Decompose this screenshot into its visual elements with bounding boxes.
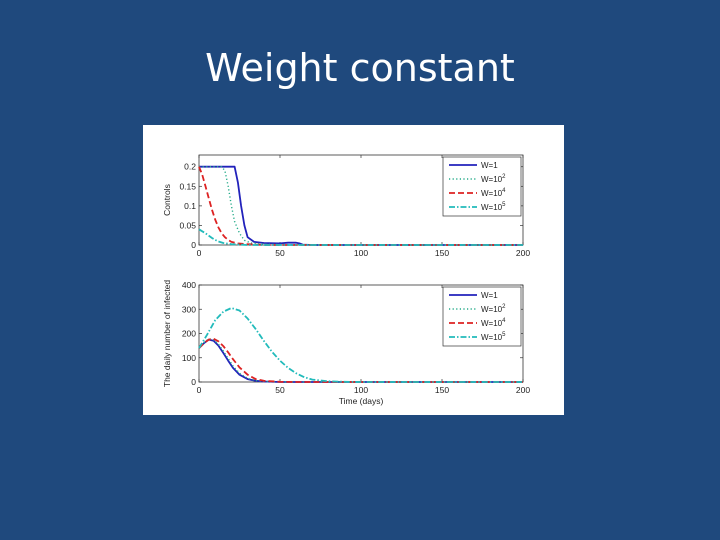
legend-entry: W=104 — [481, 188, 506, 198]
legend-entry: W=105 — [481, 202, 506, 212]
chart-1: 0 50 100 150 20000.050.10.150.2ControlsW=1W=… — [162, 154, 530, 258]
x-tick-label: 200 — [516, 248, 530, 258]
legend-exponent: 4 — [502, 318, 506, 324]
figure-svg: 0 50 100 150 20000.050.10.150.2ControlsW=1W=… — [162, 154, 530, 406]
legend-exponent: 4 — [502, 188, 506, 194]
chart-2: 0 50 100 150 200 0 100 200 300 400 The daily numbe… — [162, 280, 530, 406]
x-tick-label: 150 — [435, 385, 449, 395]
figure-panel: 0 50 100 150 200 0 0.05 0.1 0.15 0.2 Controls W=1 W=… — [143, 125, 564, 415]
legend-entry: W=102 — [481, 304, 506, 314]
y-tick-label: 0.1 — [184, 201, 196, 211]
y-axis-label: The daily number of infected — [162, 280, 172, 388]
y-tick-label: 0.2 — [184, 162, 196, 172]
series-line — [199, 166, 523, 246]
slide-title: Weight constant — [205, 46, 515, 90]
y-tick-label: 400 — [182, 280, 196, 290]
legend-entry: W=1 — [481, 161, 498, 170]
y-tick-label: 300 — [182, 304, 196, 314]
x-tick-label: 100 — [354, 385, 368, 395]
legend-exponent: 2 — [502, 174, 506, 180]
x-tick-label: 200 — [516, 385, 530, 395]
y-tick-label: 200 — [182, 329, 196, 339]
y-tick-label: 0 — [191, 377, 196, 387]
legend-exponent: 5 — [502, 202, 506, 208]
x-tick-label: 0 — [197, 385, 202, 395]
legend-entry: W=1 — [481, 291, 498, 300]
x-tick-label: 0 — [197, 248, 202, 258]
y-axis-label: Controls — [162, 184, 172, 216]
x-tick-label: 100 — [354, 248, 368, 258]
legend: W=1 W=102 W=104 W=105 — [442, 156, 522, 217]
x-tick-label: 50 — [275, 248, 285, 258]
series-line — [198, 337, 523, 383]
legend: W=1 W=102 W=104 W=105 — [442, 286, 522, 347]
y-tick-label: 100 — [182, 353, 196, 363]
legend-box — [442, 156, 522, 217]
x-tick-label: 50 — [275, 385, 285, 395]
series-line — [198, 338, 523, 383]
legend-box — [442, 286, 522, 347]
legend-entry: W=104 — [481, 318, 506, 328]
x-tick-label: 150 — [435, 248, 449, 258]
legend-exponent: 5 — [502, 332, 506, 338]
y-tick-label: 0.15 — [179, 181, 196, 191]
legend-exponent: 2 — [502, 304, 506, 310]
legend-entry: W=105 — [481, 332, 506, 342]
y-tick-label: 0 — [191, 240, 196, 250]
y-tick-label: 0.05 — [179, 220, 196, 230]
x-axis-label: Time (days) — [339, 396, 384, 406]
legend-entry: W=102 — [481, 174, 506, 184]
